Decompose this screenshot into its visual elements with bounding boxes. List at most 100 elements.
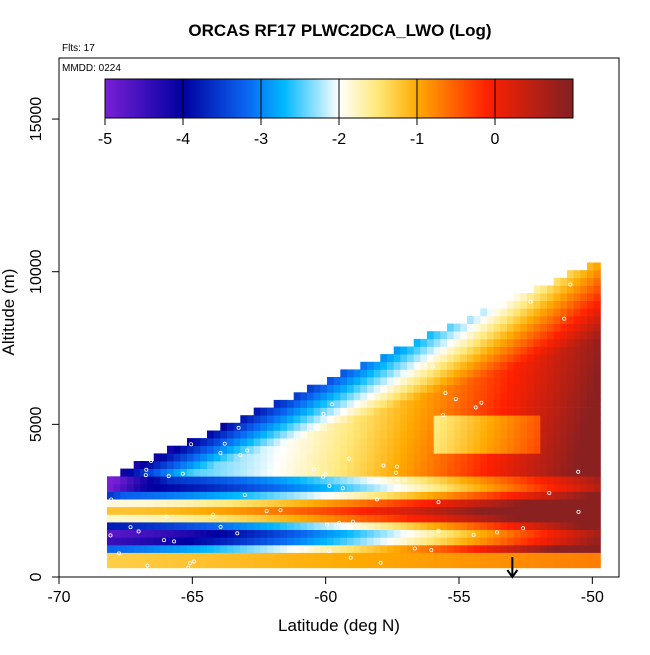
heatmap-cell (227, 560, 235, 569)
heatmap-cell (527, 522, 535, 530)
heatmap-cell (293, 552, 301, 561)
heatmap-cell (273, 430, 281, 439)
heatmap-cell (213, 445, 221, 454)
heatmap-cell (473, 407, 481, 416)
heatmap-cell (580, 399, 588, 408)
heatmap-cell (347, 552, 355, 561)
heatmap-cell (213, 522, 221, 530)
heatmap-cell (447, 331, 455, 340)
heatmap-cell (400, 377, 408, 385)
heatmap-cell (307, 407, 315, 416)
heatmap-cell (513, 354, 521, 363)
heatmap-cell (220, 529, 228, 538)
x-tick-label: -60 (314, 589, 337, 606)
heatmap-cell (580, 461, 588, 469)
heatmap-cell (580, 346, 588, 355)
sample-marker (479, 400, 484, 405)
heatmap-cell (327, 407, 335, 416)
heatmap-cell (560, 293, 568, 302)
heatmap-cell (553, 346, 561, 355)
heatmap-cell (447, 407, 455, 416)
heatmap-cell (313, 514, 321, 523)
heatmap-cell (387, 476, 395, 485)
heatmap-cell (547, 316, 555, 324)
heatmap-cell (233, 445, 241, 454)
heatmap-cell (493, 491, 501, 500)
heatmap-cell (207, 476, 215, 485)
heatmap-cell (493, 483, 501, 492)
heatmap-cell (387, 384, 395, 393)
heatmap-cell (453, 499, 461, 508)
heatmap-cell (367, 445, 375, 454)
heatmap-cell (200, 476, 208, 485)
heatmap-cell (433, 369, 441, 378)
heatmap-cell (340, 529, 348, 538)
heatmap-cell (593, 430, 601, 439)
heatmap-cell (313, 522, 321, 530)
heatmap-cell (220, 537, 228, 546)
heatmap-cell (387, 468, 395, 477)
sample-marker (245, 448, 250, 453)
heatmap-cell (393, 430, 401, 439)
heatmap-cell (233, 468, 241, 477)
heatmap-cell (573, 560, 581, 569)
heatmap-cell (347, 537, 355, 546)
heatmap-cell (460, 468, 468, 477)
heatmap-cell (487, 544, 495, 553)
heatmap-cell (120, 552, 128, 561)
heatmap-cell (307, 384, 315, 393)
heatmap-cell (567, 293, 575, 302)
heatmap-cell (420, 338, 428, 347)
heatmap-cell (507, 369, 515, 378)
heatmap-cell (307, 529, 315, 538)
heatmap-cell (593, 270, 601, 279)
heatmap-cell (387, 407, 395, 416)
heatmap-cell (527, 445, 535, 454)
heatmap-cell (580, 499, 588, 508)
heatmap-cell (307, 514, 315, 523)
heatmap-cell (527, 430, 535, 439)
heatmap-cell (433, 399, 441, 408)
heatmap-cell (567, 270, 575, 279)
heatmap-cell (420, 369, 428, 378)
heatmap-cell (527, 514, 535, 523)
y-tick-label: 15000 (28, 97, 45, 142)
heatmap-cell (287, 445, 295, 454)
heatmap-cell (593, 377, 601, 385)
heatmap-cell (207, 506, 215, 515)
heatmap-cell (540, 560, 548, 569)
sample-marker (222, 441, 227, 446)
heatmap-cell (280, 522, 288, 530)
heatmap-cell (360, 415, 368, 424)
heatmap-cell (260, 522, 268, 530)
heatmap-cell (453, 476, 461, 485)
heatmap-cell (460, 491, 468, 500)
heatmap-cell (500, 491, 508, 500)
sample-marker (189, 442, 194, 447)
heatmap-cell (133, 506, 141, 515)
heatmap-cell (567, 384, 575, 393)
heatmap-cell (527, 483, 535, 492)
heatmap-cell (560, 384, 568, 393)
heatmap-cell (127, 483, 135, 492)
heatmap-cell (420, 544, 428, 553)
heatmap-cell (453, 354, 461, 363)
heatmap-cell (520, 552, 528, 561)
heatmap-cell (213, 506, 221, 515)
sample-marker (161, 538, 166, 543)
heatmap-cell (413, 354, 421, 363)
heatmap-cell (587, 323, 595, 332)
heatmap-cell (460, 537, 468, 546)
heatmap-cell (587, 338, 595, 347)
heatmap-cell (373, 552, 381, 561)
heatmap-cell (587, 453, 595, 462)
heatmap-cell (513, 430, 521, 439)
heatmap-cell (453, 369, 461, 378)
heatmap-cell (573, 308, 581, 317)
heatmap-cell (500, 369, 508, 378)
heatmap-cell (153, 491, 161, 500)
heatmap-cell (580, 476, 588, 485)
heatmap-cell (267, 499, 275, 508)
heatmap-cell (587, 300, 595, 309)
heatmap-cell (387, 560, 395, 569)
